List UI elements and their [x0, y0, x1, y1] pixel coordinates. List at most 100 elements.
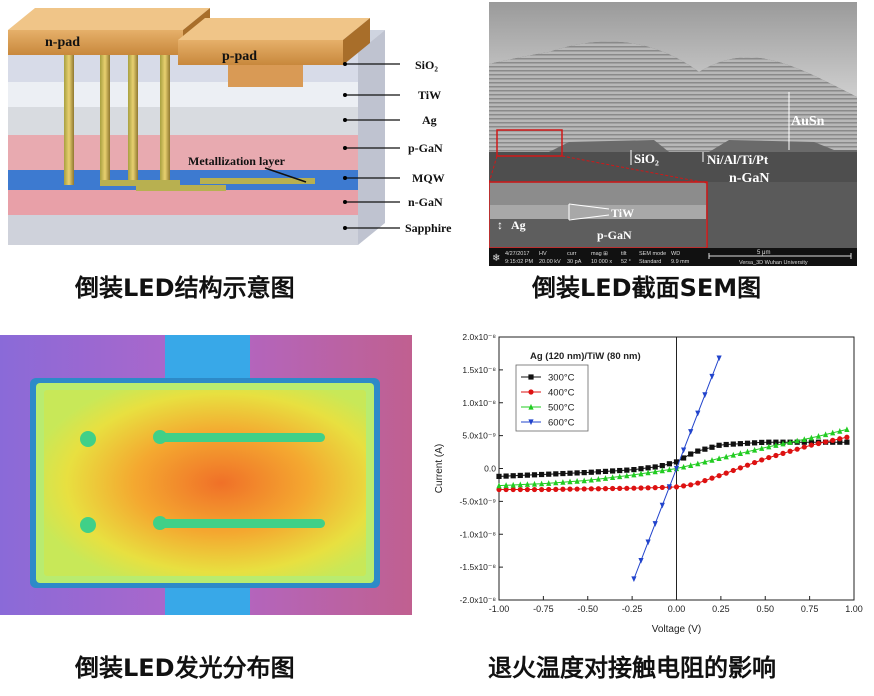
data-point	[510, 486, 516, 493]
data-point	[766, 439, 772, 445]
data-point	[801, 444, 807, 450]
data-point	[581, 470, 587, 476]
data-point	[716, 473, 722, 479]
x-tick-label: 0.75	[801, 604, 819, 614]
y-tick-label: -2.0x10⁻⁸	[460, 595, 497, 605]
emission-area	[44, 390, 366, 576]
data-point	[560, 470, 566, 477]
data-point	[531, 480, 538, 487]
data-point	[787, 439, 793, 445]
data-point	[602, 486, 609, 492]
sem-wd: 9.9 mm	[671, 259, 690, 265]
data-point	[574, 486, 580, 492]
n-pad-label: n-pad	[45, 35, 80, 50]
n-contact-dot	[80, 431, 96, 447]
luminescence-map	[0, 335, 412, 615]
data-point	[539, 480, 545, 487]
data-point	[659, 502, 665, 509]
data-point	[528, 403, 534, 410]
data-point	[496, 482, 502, 489]
data-point	[574, 470, 580, 476]
data-point	[666, 484, 672, 491]
data-point	[638, 557, 644, 564]
data-point	[624, 467, 630, 473]
data-point	[688, 482, 694, 488]
sem-time: 9:15:02 PM	[505, 259, 534, 265]
data-point	[631, 471, 637, 478]
data-point	[737, 441, 743, 447]
sem-info-bar: ❄ 4/27/2017 9:15:02 PM HV 20.00 kV curr …	[489, 248, 857, 266]
data-point	[766, 443, 772, 450]
data-point	[752, 459, 758, 466]
data-point	[695, 480, 701, 486]
series-400C	[496, 434, 850, 493]
x-tick-label: 0.50	[756, 604, 774, 614]
data-point	[652, 485, 658, 491]
sem-tilt-label: tilt	[621, 251, 627, 257]
data-point	[844, 434, 850, 440]
data-point	[794, 446, 800, 452]
data-point	[546, 471, 552, 477]
via	[64, 55, 74, 185]
y-tick-label: 5.0x10⁻⁹	[462, 431, 496, 441]
legend-entry: 300°C	[548, 373, 575, 384]
data-point	[588, 476, 594, 483]
y-tick-label: 0.0	[484, 464, 496, 474]
series-line	[498, 441, 847, 477]
data-point	[688, 429, 694, 435]
data-point	[688, 462, 694, 468]
structure-caption: 倒装LED结构示意图	[75, 274, 295, 302]
data-point	[695, 448, 701, 454]
sem-scale: 5 μm	[757, 250, 770, 256]
data-point	[553, 486, 559, 492]
data-point	[560, 479, 566, 485]
sem-date: 4/27/2017	[505, 251, 529, 257]
data-point	[709, 444, 715, 450]
data-point	[759, 445, 765, 451]
n-finger	[155, 433, 325, 442]
x-tick-label: -0.50	[577, 604, 598, 614]
sem-caption: 倒装LED截面SEM图	[532, 274, 762, 302]
data-point	[528, 389, 534, 395]
data-point	[631, 576, 637, 583]
data-point	[666, 461, 672, 467]
legend-box	[515, 364, 589, 432]
data-point	[780, 440, 786, 447]
iv-caption: 退火温度对接触电阻的影响	[488, 654, 776, 682]
data-point	[531, 486, 538, 493]
data-point	[815, 440, 822, 447]
data-point	[801, 436, 807, 442]
data-point	[673, 484, 680, 490]
x-tick-label: 1.00	[845, 604, 863, 614]
legend-title: Ag (120 nm)/TiW (80 nm)	[530, 351, 641, 362]
data-point	[595, 486, 601, 492]
data-point	[617, 485, 623, 492]
data-point	[588, 469, 594, 475]
data-point	[553, 479, 559, 486]
data-point	[517, 481, 523, 488]
x-tick-label: 0.00	[668, 604, 686, 614]
n-pad	[8, 30, 183, 55]
y-tick-label: -5.0x10⁻⁹	[460, 496, 497, 506]
data-point	[673, 465, 680, 472]
data-point	[638, 466, 644, 472]
data-point	[766, 454, 772, 461]
data-point	[716, 442, 722, 448]
sem-org: Versa_3D Wuhan University	[739, 260, 808, 266]
sem-label-ag: Ag	[511, 218, 526, 232]
data-point	[581, 477, 587, 484]
y-tick-label: 2.0x10⁻⁸	[462, 332, 496, 342]
data-point	[652, 521, 658, 527]
data-point	[716, 455, 722, 462]
data-point	[602, 468, 609, 474]
n-finger	[155, 519, 325, 528]
data-point	[659, 467, 665, 474]
sem-tilt: 52 °	[621, 259, 631, 265]
iv-chart: -1.00 -0.75 -0.50 -0.25 0.00 0.25 0.50 0.75 1.00…	[434, 332, 863, 635]
data-point	[808, 442, 814, 448]
sem-hv: 20.00 kV	[539, 259, 561, 265]
data-point	[517, 472, 523, 479]
n-contact-dot	[80, 517, 96, 533]
structure-diagram: n-pad p-pad Metallization layer SiO₂ TiW…	[8, 8, 452, 245]
data-point	[737, 450, 743, 456]
